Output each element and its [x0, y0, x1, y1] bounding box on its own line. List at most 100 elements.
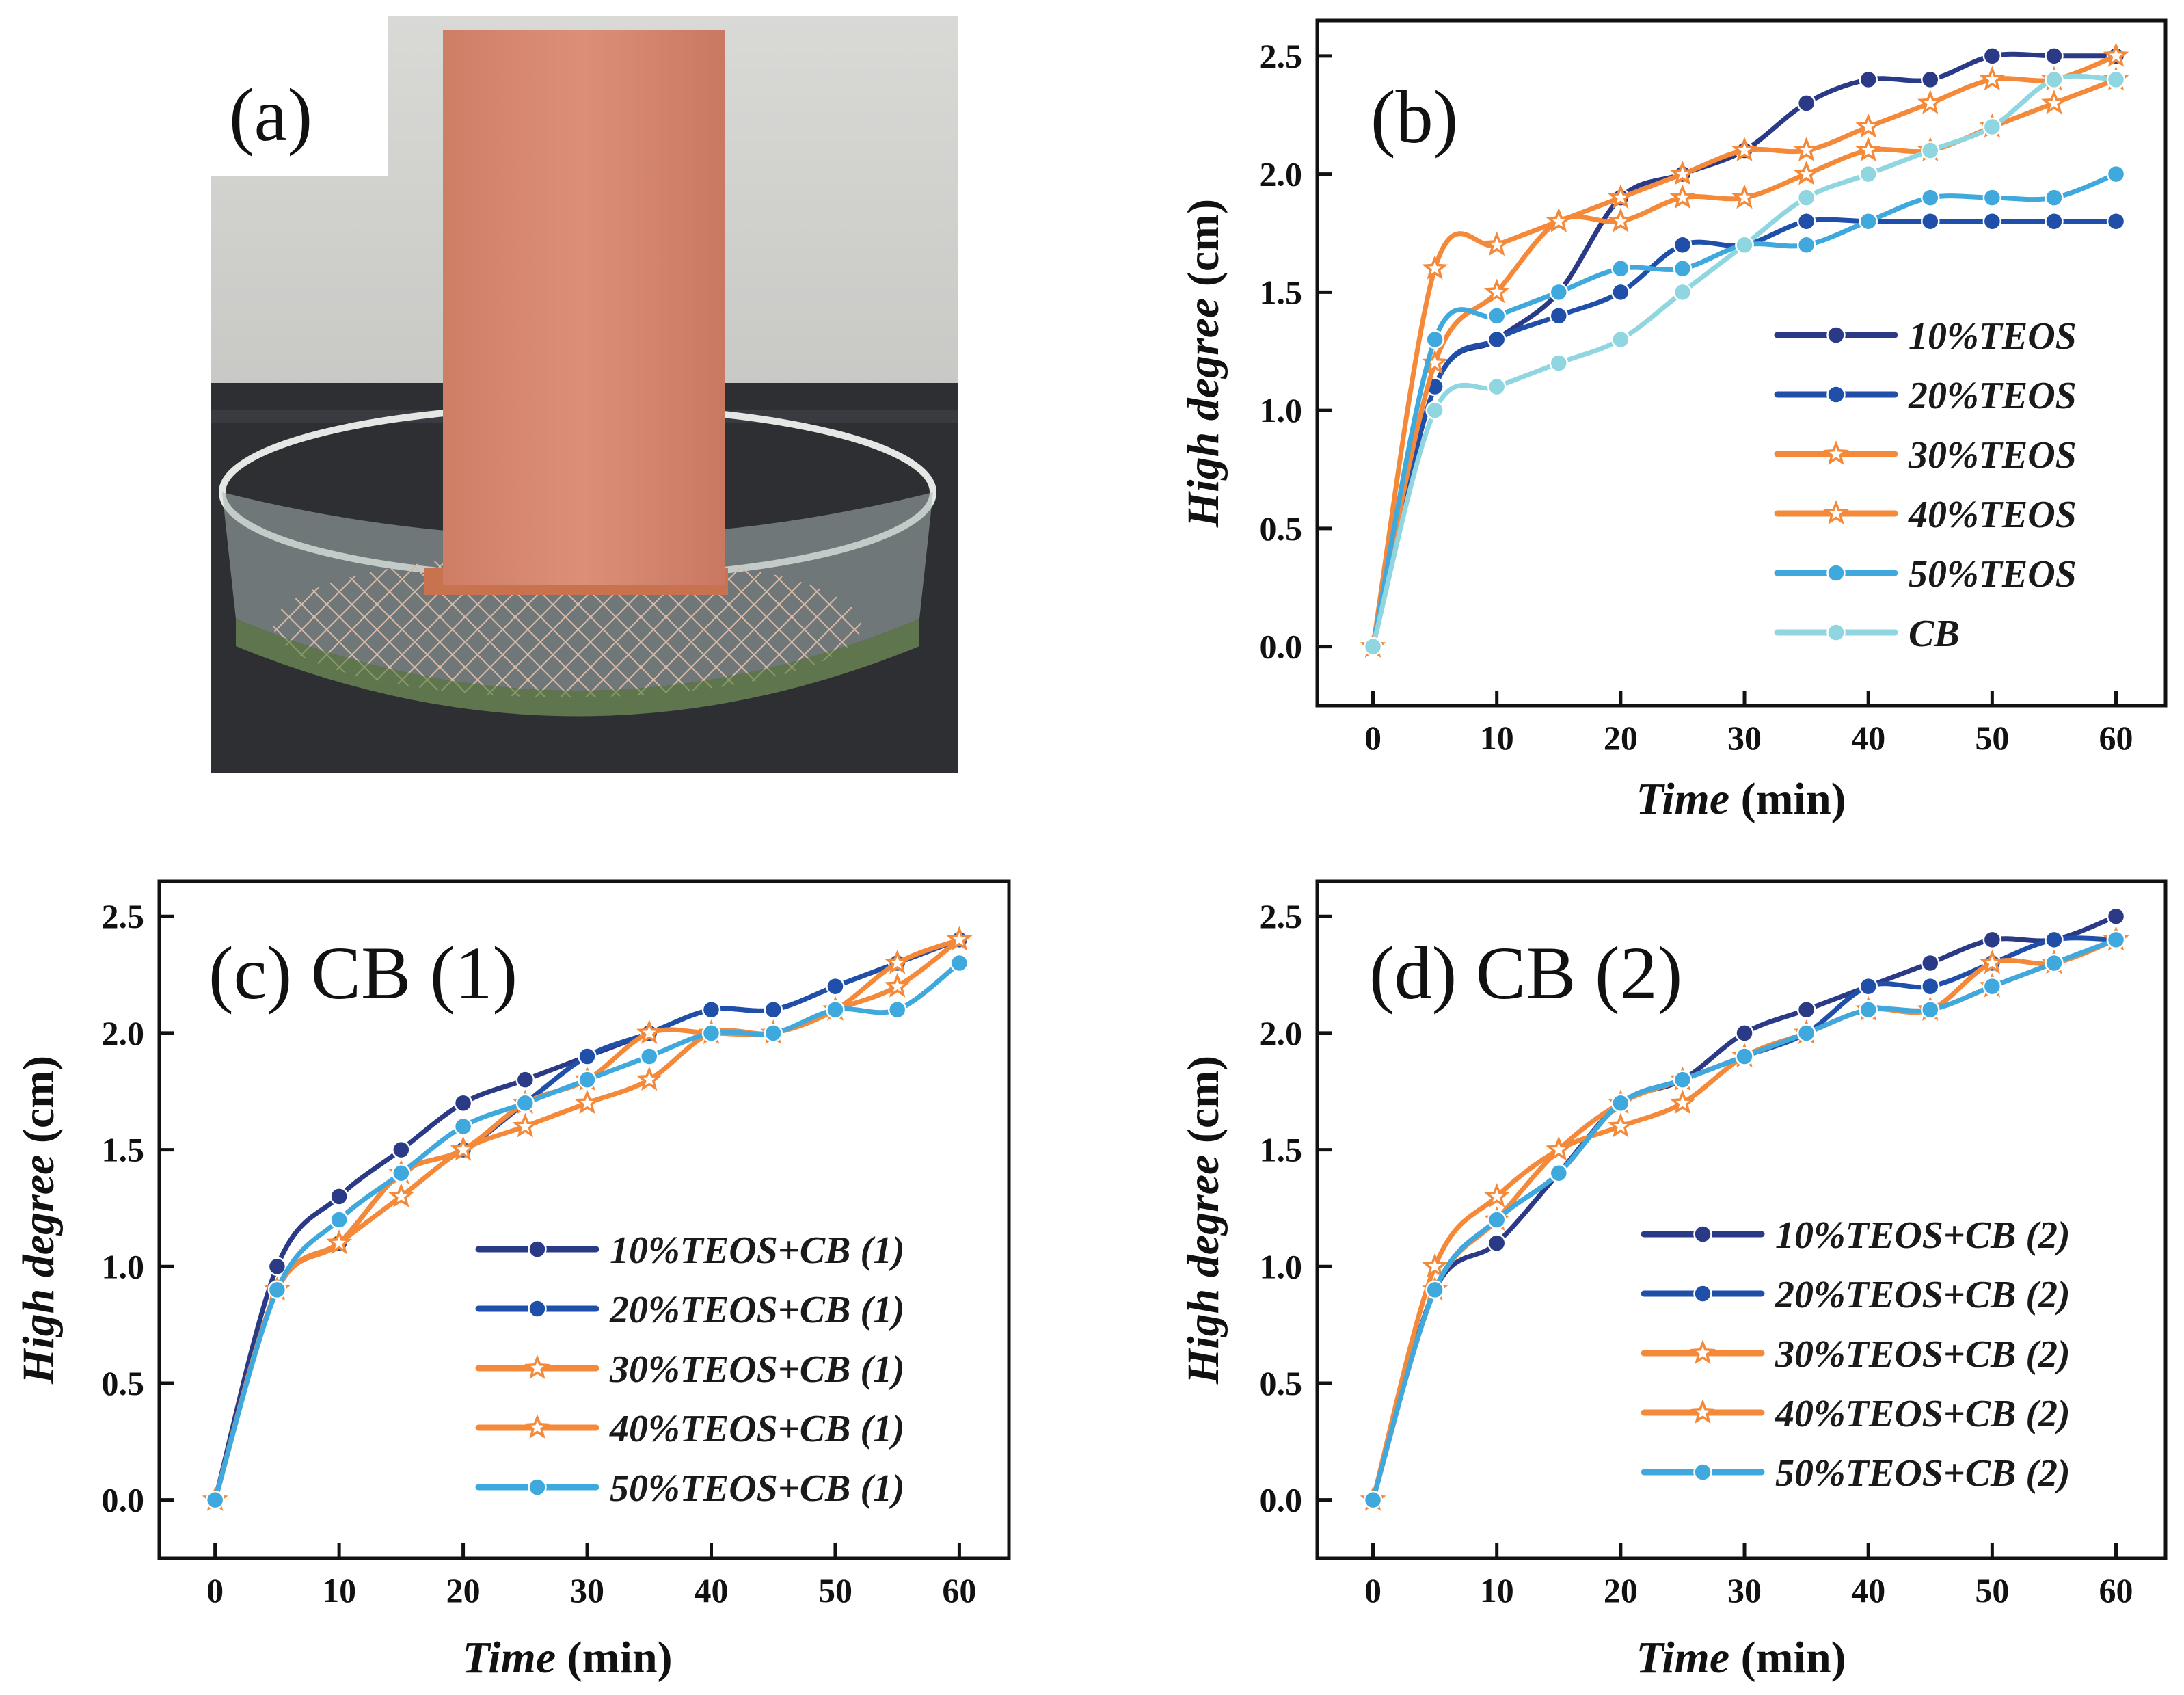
data-point	[2106, 907, 2126, 926]
data-point	[1796, 235, 1816, 254]
data-point	[392, 1140, 411, 1160]
legend-item: 10%TEOS+CB (2)	[1641, 1214, 2071, 1257]
data-point	[1859, 1000, 1878, 1019]
legend-swatch-marker	[1826, 385, 1846, 404]
data-point	[329, 1210, 349, 1229]
data-point	[1793, 160, 1820, 185]
data-point	[946, 926, 973, 951]
data-point	[2045, 188, 2064, 207]
data-point	[884, 972, 911, 998]
legend-item: 30%TEOS+CB (1)	[475, 1348, 905, 1391]
legend-label: 30%TEOS+CB (1)	[609, 1348, 905, 1391]
x-tick-label: 30	[1727, 719, 1762, 757]
legend-item: 20%TEOS+CB (2)	[1641, 1274, 2071, 1316]
data-point	[1982, 976, 2002, 996]
data-point	[1735, 1024, 1754, 1043]
data-point	[1363, 637, 1383, 656]
data-point	[1921, 1000, 1940, 1019]
y-tick-label: 2.5	[1260, 37, 1303, 75]
data-point	[453, 1117, 473, 1136]
y-tick-label: 1.5	[102, 1131, 145, 1169]
data-point	[1982, 211, 2002, 231]
legend-swatch-marker	[524, 1354, 550, 1379]
data-point	[388, 1183, 414, 1207]
data-point	[1422, 255, 1448, 280]
y-axis-title: High degree (cm)	[1178, 1056, 1228, 1385]
panel-a-photo: (a)	[211, 16, 958, 773]
y-axis-title: High degree (cm)	[1178, 199, 1228, 528]
data-point	[1796, 188, 1816, 207]
legend-label: CB	[1909, 613, 1960, 655]
data-point	[1549, 306, 1569, 325]
legend-swatch-marker	[1693, 1284, 1712, 1303]
data-point	[1487, 306, 1507, 325]
legend-label: 20%TEOS+CB (2)	[1775, 1274, 2071, 1316]
y-tick-label: 2.0	[1260, 1014, 1303, 1052]
x-tick-label: 50	[1975, 1571, 2009, 1610]
data-point	[884, 949, 911, 974]
legend-label: 40%TEOS+CB (1)	[609, 1408, 905, 1450]
legend-swatch-marker	[1826, 563, 1846, 583]
x-tick-label: 20	[1604, 1571, 1638, 1610]
legend: 10%TEOS+CB (2) 20%TEOS+CB (2) 30%TEOS+CB (…	[1641, 1214, 2071, 1495]
data-point	[1859, 70, 1878, 90]
data-point	[636, 1019, 662, 1044]
data-point	[1673, 282, 1693, 302]
legend-item: 40%TEOS	[1774, 494, 2077, 536]
legend-item: 20%TEOS+CB (1)	[475, 1289, 905, 1331]
data-point	[453, 1093, 473, 1113]
data-point	[1546, 1136, 1572, 1161]
data-point	[2045, 953, 2064, 973]
legend-label: 30%TEOS	[1908, 434, 2077, 477]
legend-label: 10%TEOS+CB (1)	[610, 1229, 905, 1272]
series	[1363, 930, 2126, 1510]
series	[1363, 70, 2126, 656]
legend-item: 30%TEOS	[1774, 434, 2077, 477]
series-layer	[1360, 42, 2129, 658]
data-point	[2045, 930, 2064, 950]
legend-label: 50%TEOS+CB (2)	[1775, 1452, 2071, 1495]
axis-ticks: 0 10 20 30 40 50 60 0.0 0.5 1.0 1.5 2.0 2.5	[1260, 897, 2133, 1610]
panel-a-label-box	[211, 16, 388, 176]
series	[1363, 164, 2126, 656]
data-point	[1859, 164, 1878, 184]
data-point	[1669, 184, 1696, 209]
x-axis-title: Time (min)	[462, 1633, 672, 1683]
legend-swatch-marker	[524, 1414, 550, 1439]
panel-d-chart: (d) CB (2) 0 10 20 30 40 50 60 0.0 0.5 1.0 1.5 2.0 2…	[1178, 879, 2168, 1683]
legend: 10%TEOS+CB (1) 20%TEOS+CB (1) 30%TEOS+CB (…	[475, 1229, 905, 1510]
data-point	[1796, 1024, 1816, 1043]
data-point	[1611, 259, 1630, 278]
x-axis-title: Time (min)	[1636, 774, 1846, 824]
x-tick-label: 10	[1480, 1571, 1514, 1610]
data-point	[578, 1047, 597, 1066]
legend-label: 50%TEOS+CB (1)	[610, 1467, 905, 1510]
data-point	[1611, 1093, 1630, 1113]
legend-label: 20%TEOS+CB (1)	[609, 1289, 905, 1331]
data-point	[2045, 70, 2064, 90]
y-axis-title-variable: High degree	[1178, 298, 1228, 528]
series-line	[1371, 172, 2118, 650]
y-tick-label: 0.0	[102, 1481, 145, 1519]
data-point	[640, 1047, 659, 1066]
x-axis-title-variable: Time	[1636, 1633, 1729, 1683]
data-point	[1673, 235, 1693, 254]
data-point	[1735, 1047, 1754, 1066]
y-tick-label: 1.5	[1260, 273, 1303, 311]
series-line	[1371, 913, 2118, 1503]
data-point	[326, 1229, 352, 1255]
legend-item: 20%TEOS	[1774, 375, 2077, 417]
data-point	[578, 1070, 597, 1089]
y-tick-label: 1.0	[102, 1247, 145, 1285]
data-point	[887, 1000, 907, 1019]
legend-label: 40%TEOS	[1908, 494, 2077, 536]
legend-swatch-marker	[528, 1478, 547, 1497]
y-tick-label: 1.5	[1260, 1131, 1303, 1169]
data-point	[1673, 1070, 1693, 1089]
data-point	[1855, 137, 1882, 162]
data-point	[515, 1093, 535, 1113]
data-point	[1487, 377, 1507, 397]
x-tick-label: 20	[1604, 719, 1638, 757]
series-layer	[1360, 907, 2129, 1511]
